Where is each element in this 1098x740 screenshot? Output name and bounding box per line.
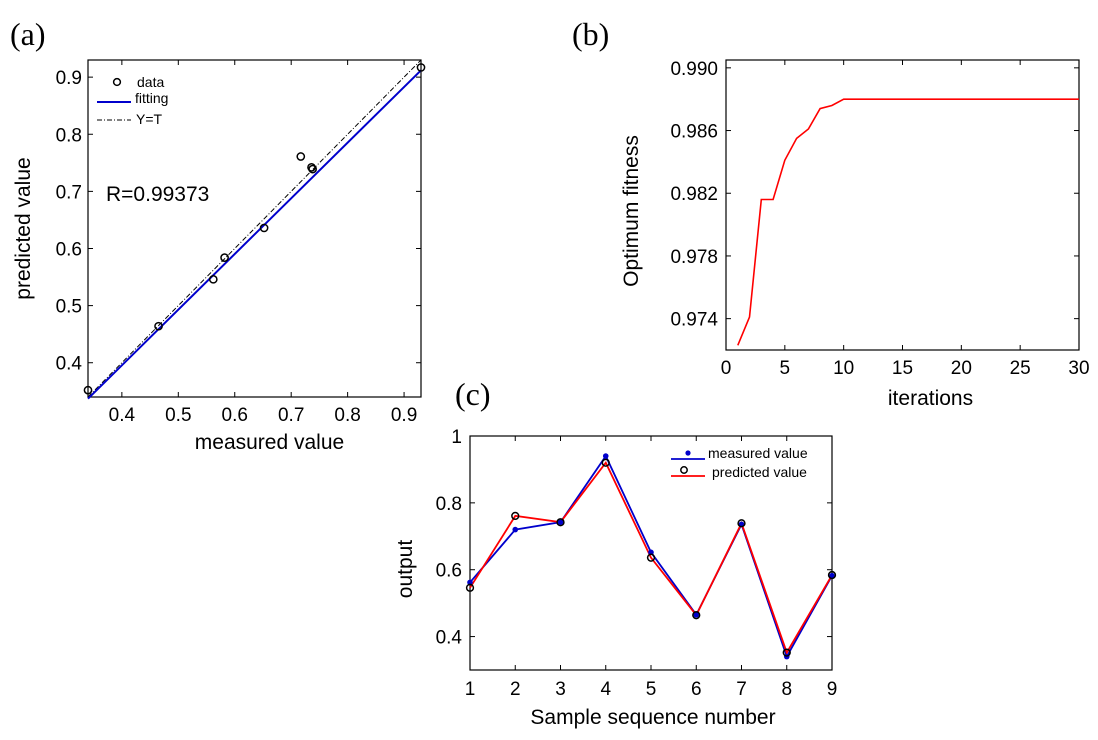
y-axis-label-c: output	[394, 540, 417, 599]
predicted-point	[601, 458, 610, 467]
predicted-point	[465, 583, 475, 592]
legend-marker-measured	[685, 450, 691, 456]
panel-label-c: (c)	[455, 376, 491, 412]
x-axis-label-c: Sample sequence number	[530, 706, 775, 729]
x-tick-label-c: 6	[691, 679, 702, 700]
legend-label-data: data	[137, 74, 164, 90]
measured-point	[557, 519, 564, 526]
data-point-a	[296, 152, 306, 161]
series-line-fitness	[737, 98, 1079, 346]
measured-point	[467, 579, 473, 586]
x-tick-label-a: 0.7	[278, 405, 304, 426]
y-tick-label-a: 0.8	[56, 125, 82, 146]
x-tick-label-c: 1	[465, 679, 476, 700]
x-tick-label-a: 0.9	[391, 405, 417, 426]
y-tick-label-b: 0.990	[670, 59, 718, 80]
data-point-a	[416, 63, 426, 72]
y-tick-label-b: 0.974	[670, 310, 718, 331]
x-tick-label-a: 0.8	[334, 405, 360, 426]
y-tick-label-b: 0.982	[670, 184, 718, 205]
data-point-a	[220, 253, 229, 262]
series-line-fitting	[87, 69, 422, 400]
predicted-point	[556, 518, 565, 527]
y-tick-label-a: 0.5	[56, 297, 82, 318]
y-tick-label-b: 0.986	[670, 122, 718, 143]
x-tick-label-c: 7	[736, 679, 747, 700]
predicted-point	[827, 570, 837, 580]
legend-label-y-equals-t: Y=T	[136, 111, 163, 127]
x-tick-label-c: 5	[646, 679, 657, 700]
measured-point	[693, 612, 700, 618]
y-tick-label-a: 0.9	[56, 68, 82, 89]
predicted-point	[646, 553, 656, 562]
legend-label-predicted: predicted value	[712, 464, 807, 480]
data-point-a	[208, 274, 218, 284]
legend-marker-predicted	[680, 466, 688, 474]
data-point-a	[83, 385, 93, 395]
x-tick-label-b: 20	[951, 358, 972, 379]
measured-point	[512, 526, 519, 533]
x-tick-label-b: 5	[780, 358, 791, 379]
x-tick-label-a: 0.4	[109, 405, 136, 426]
x-tick-label-b: 0	[721, 358, 732, 379]
x-tick-label-a: 0.5	[165, 405, 191, 426]
x-tick-label-b: 10	[833, 358, 854, 379]
y-tick-label-a: 0.7	[56, 182, 82, 203]
legend-label-measured: measured value	[708, 445, 808, 461]
x-tick-label-a: 0.6	[222, 405, 248, 426]
predicted-point	[511, 511, 520, 521]
measured-point	[829, 572, 835, 579]
plot-frame-a	[87, 59, 422, 398]
x-tick-label-b: 15	[892, 358, 913, 379]
y-tick-label-c: 0.6	[436, 561, 462, 582]
x-tick-label-c: 2	[510, 679, 521, 700]
x-tick-label-c: 8	[781, 679, 792, 700]
correlation-annotation: R=0.99373	[106, 183, 209, 206]
y-axis-label-b: Optimum fitness	[620, 135, 643, 287]
y-tick-label-b: 0.978	[670, 247, 718, 268]
y-tick-label-c: 0.8	[436, 494, 462, 515]
x-tick-label-c: 3	[555, 679, 566, 700]
x-tick-label-c: 9	[827, 679, 838, 700]
data-point-a	[308, 164, 317, 174]
x-tick-label-b: 30	[1068, 358, 1089, 379]
panel-label-b: (b)	[572, 16, 609, 52]
panel-a: (a) 0.4 0.5 0.6 0.7 0.8 0.9 0.4 0.5 0.6 0.7 0.8 0.9 m…	[10, 16, 426, 454]
y-axis-label-a: predicted value	[12, 157, 35, 299]
plot-frame-b	[725, 59, 1080, 351]
panel-c: (c) 1 2 3 4 5 6 7 8 9 0.4 0.6 0.8 1 Sample sequence nu…	[394, 376, 837, 729]
data-point-a	[259, 223, 269, 233]
y-tick-label-a: 0.4	[56, 354, 83, 375]
y-tick-label-c: 1	[451, 427, 462, 448]
legend-marker-data	[112, 77, 122, 87]
x-tick-label-c: 4	[600, 679, 611, 700]
series-line-y-equals-t	[87, 59, 422, 398]
x-axis-label-a: measured value	[195, 431, 344, 454]
y-tick-label-a: 0.6	[56, 239, 82, 260]
data-point-a	[154, 321, 163, 331]
legend-label-fitting: fitting	[135, 90, 168, 106]
measured-point	[648, 549, 654, 556]
panel-b: (b) 0 5 10 15 20 25 30 0.974 0.978 0.986 0.982 0.990…	[572, 16, 1090, 410]
measured-point	[602, 453, 609, 459]
predicted-point	[737, 519, 746, 528]
predicted-point	[692, 611, 701, 620]
predicted-point	[782, 648, 791, 657]
panel-label-a: (a)	[10, 16, 46, 52]
y-tick-label-c: 0.4	[436, 628, 463, 649]
x-tick-label-b: 25	[1010, 358, 1031, 379]
series-line-predicted	[469, 460, 833, 655]
x-axis-label-b: iterations	[888, 387, 973, 410]
